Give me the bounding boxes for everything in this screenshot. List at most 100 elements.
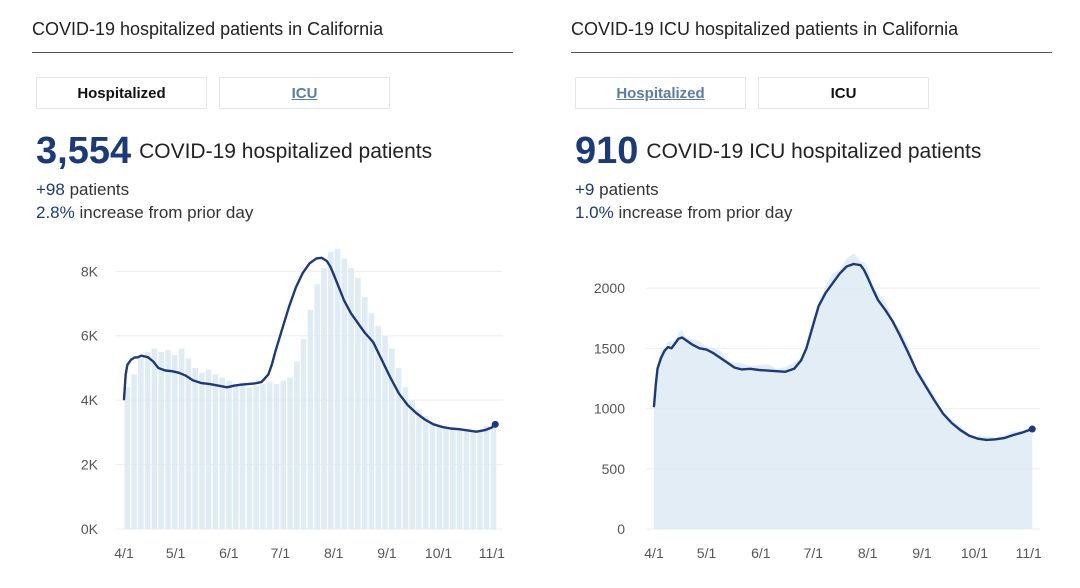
- daily-bar: [490, 422, 497, 529]
- daily-bar: [239, 382, 246, 529]
- daily-bar: [483, 425, 490, 529]
- percent-label: increase from prior day: [618, 203, 793, 222]
- headline-label: COVID-19 ICU hospitalized patients: [646, 140, 982, 163]
- tab-icu[interactable]: ICU: [758, 77, 929, 109]
- daily-bar: [382, 335, 388, 529]
- x-tick-label: 5/1: [697, 545, 717, 561]
- daily-bar: [165, 350, 171, 529]
- title-divider: [571, 52, 1052, 53]
- daily-bar: [294, 361, 300, 529]
- x-tick-label: 8/1: [324, 545, 344, 561]
- daily-bar: [416, 409, 422, 529]
- x-tick-label: 4/1: [114, 545, 134, 561]
- hospitalized-chart: 0K 2K 4K 6K 8K 4/1 5/1 6/1 7/1 8/1 9/1 10/1 11/1: [81, 248, 505, 561]
- panel-title: COVID-19 ICU hospitalized patients in Ca…: [571, 19, 959, 39]
- icu-count: 910: [575, 130, 639, 172]
- daily-change: +9 patients: [575, 180, 659, 200]
- y-tick-label: 8K: [81, 263, 99, 279]
- daily-bar: [205, 369, 212, 529]
- daily-bar: [273, 384, 280, 529]
- daily-bar: [361, 297, 368, 529]
- daily-bar: [253, 385, 259, 529]
- average-line: [122, 256, 497, 433]
- daily-bar: [199, 372, 205, 529]
- daily-bar: [138, 358, 144, 529]
- y-tick-label: 2K: [81, 457, 99, 473]
- daily-bar: [388, 348, 395, 529]
- daily-bar: [422, 416, 429, 529]
- daily-bar: [463, 430, 470, 529]
- daily-bar: [341, 258, 348, 529]
- daily-bar: [321, 268, 327, 529]
- x-tick-label: 9/1: [912, 545, 932, 561]
- daily-bar: [266, 382, 273, 529]
- change-label: patients: [599, 180, 659, 199]
- daily-bar: [456, 429, 463, 529]
- daily-bar: [409, 400, 415, 529]
- icu-panel: COVID-19 ICU hospitalized patients in Ca…: [571, 0, 1052, 588]
- daily-bar: [436, 425, 443, 529]
- daily-bar: [314, 284, 320, 529]
- daily-bar: [185, 358, 192, 529]
- daily-bar: [212, 374, 219, 529]
- daily-bar: [327, 252, 334, 529]
- daily-bar: [260, 384, 266, 529]
- daily-area: [654, 253, 1033, 529]
- daily-bar: [375, 326, 382, 529]
- percent-change: 1.0% increase from prior day: [575, 203, 792, 223]
- x-tick-label: 9/1: [377, 545, 397, 561]
- hospitalized-panel: COVID-19 hospitalized patients in Califo…: [32, 0, 513, 588]
- x-tick-label: 11/1: [479, 545, 505, 561]
- daily-bar: [355, 277, 361, 529]
- daily-bar: [348, 268, 354, 529]
- percent-value: 1.0%: [575, 203, 614, 222]
- tab-hospitalized[interactable]: Hospitalized: [36, 77, 207, 109]
- daily-bar: [151, 348, 158, 529]
- daily-bar: [470, 432, 476, 529]
- daily-bar: [395, 367, 402, 529]
- y-tick-label: 1500: [594, 340, 625, 356]
- x-tick-label: 8/1: [858, 545, 878, 561]
- percent-value: 2.8%: [36, 203, 75, 222]
- change-label: patients: [69, 180, 130, 199]
- daily-bar: [192, 367, 198, 529]
- y-tick-label: 1000: [594, 401, 625, 417]
- y-tick-label: 4K: [81, 392, 99, 408]
- percent-change: 2.8% increase from prior day: [36, 203, 253, 223]
- x-tick-label: 6/1: [219, 545, 239, 561]
- headline: 3,554 COVID-19 hospitalized patients: [36, 130, 432, 173]
- tab-icu[interactable]: ICU: [219, 77, 390, 109]
- hospitalized-count: 3,554: [36, 130, 132, 172]
- y-tick-label: 500: [602, 461, 626, 477]
- daily-bar: [171, 355, 178, 529]
- latest-point: [1028, 425, 1036, 433]
- latest-point: [491, 420, 499, 428]
- daily-bar: [178, 348, 185, 529]
- tab-hospitalized[interactable]: Hospitalized: [575, 77, 746, 109]
- x-tick-label: 7/1: [804, 545, 824, 561]
- daily-bar: [429, 422, 436, 529]
- x-tick-label: 6/1: [751, 545, 771, 561]
- change-value: +9: [575, 180, 595, 199]
- daily-bar: [402, 387, 409, 529]
- daily-bar: [477, 430, 483, 529]
- x-tick-label: 4/1: [644, 545, 664, 561]
- headline: 910 COVID-19 ICU hospitalized patients: [575, 130, 981, 173]
- y-tick-label: 0K: [81, 521, 99, 537]
- daily-bar: [280, 380, 287, 529]
- daily-bar: [287, 377, 293, 529]
- average-line: [652, 262, 1034, 442]
- daily-bar: [443, 427, 449, 529]
- daily-bar: [124, 387, 131, 529]
- panel-title: COVID-19 hospitalized patients in Califo…: [32, 19, 384, 39]
- x-tick-label: 5/1: [166, 545, 186, 561]
- x-tick-label: 7/1: [271, 545, 291, 561]
- x-tick-label: 11/1: [1016, 545, 1042, 561]
- y-tick-label: 0: [617, 521, 625, 537]
- y-tick-label: 2000: [594, 280, 625, 296]
- daily-bar: [158, 351, 164, 529]
- daily-bar: [307, 309, 314, 529]
- daily-bar: [131, 374, 137, 529]
- icu-chart: 0 500 1000 1500 2000 4/1 5/1 6/1 7/1 8/1 9/1 10/1 11…: [594, 253, 1042, 561]
- daily-bar: [334, 248, 341, 530]
